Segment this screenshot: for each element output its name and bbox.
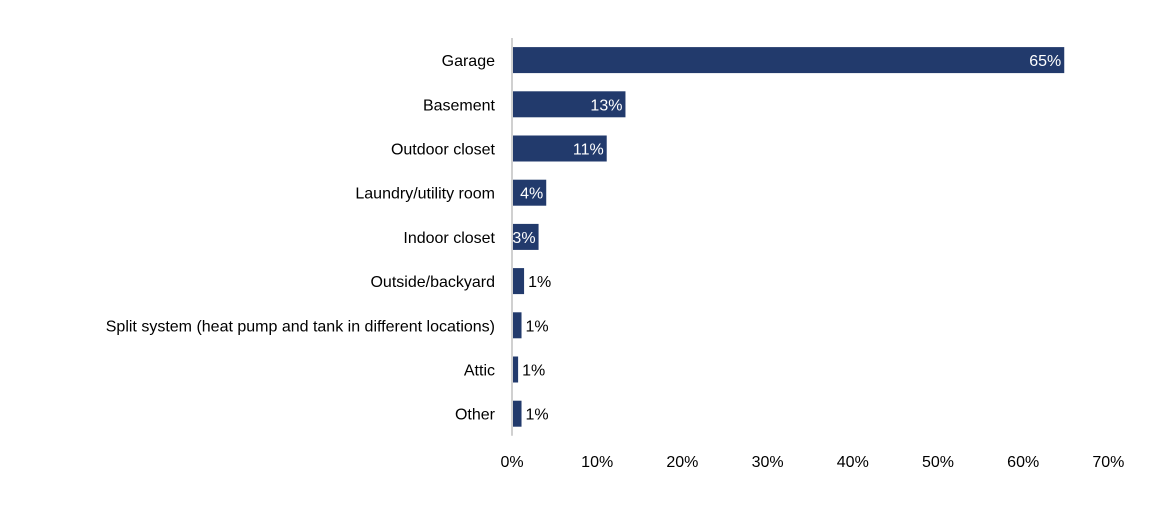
x-tick-label: 0% bbox=[500, 454, 523, 471]
bar bbox=[513, 47, 1065, 74]
category-label: Outside/backyard bbox=[370, 274, 495, 291]
x-tick-label: 60% bbox=[1007, 454, 1039, 471]
bar bbox=[513, 179, 547, 206]
x-tick-label: 40% bbox=[837, 454, 869, 471]
data-label: 65% bbox=[1029, 53, 1061, 70]
category-label: Other bbox=[455, 407, 496, 424]
x-tick-label: 50% bbox=[922, 454, 954, 471]
bar bbox=[513, 400, 522, 427]
data-label: 1% bbox=[522, 363, 545, 380]
data-label: 11% bbox=[573, 142, 604, 159]
category-label: Outdoor closet bbox=[391, 142, 496, 159]
data-label: 3% bbox=[512, 230, 535, 247]
x-tick-label: 30% bbox=[752, 454, 784, 471]
bar bbox=[513, 91, 626, 118]
data-label: 1% bbox=[526, 407, 549, 424]
x-tick-label: 20% bbox=[666, 454, 698, 471]
category-label: Garage bbox=[442, 53, 495, 70]
category-label: Laundry/utility room bbox=[355, 186, 495, 203]
bar bbox=[513, 223, 539, 250]
bar bbox=[513, 135, 607, 162]
category-label: Indoor closet bbox=[403, 230, 495, 247]
data-label: 4% bbox=[520, 186, 543, 203]
data-label: 1% bbox=[526, 318, 549, 335]
bar bbox=[513, 356, 519, 383]
category-label: Basement bbox=[423, 97, 496, 114]
x-tick-label: 10% bbox=[581, 454, 613, 471]
category-label: Attic bbox=[464, 363, 495, 380]
x-tick-label: 70% bbox=[1092, 454, 1124, 471]
bar bbox=[513, 268, 525, 295]
bar bbox=[513, 312, 522, 339]
data-label: 13% bbox=[590, 97, 622, 114]
category-label: Split system (heat pump and tank in diff… bbox=[106, 318, 495, 335]
data-label: 1% bbox=[528, 274, 551, 291]
